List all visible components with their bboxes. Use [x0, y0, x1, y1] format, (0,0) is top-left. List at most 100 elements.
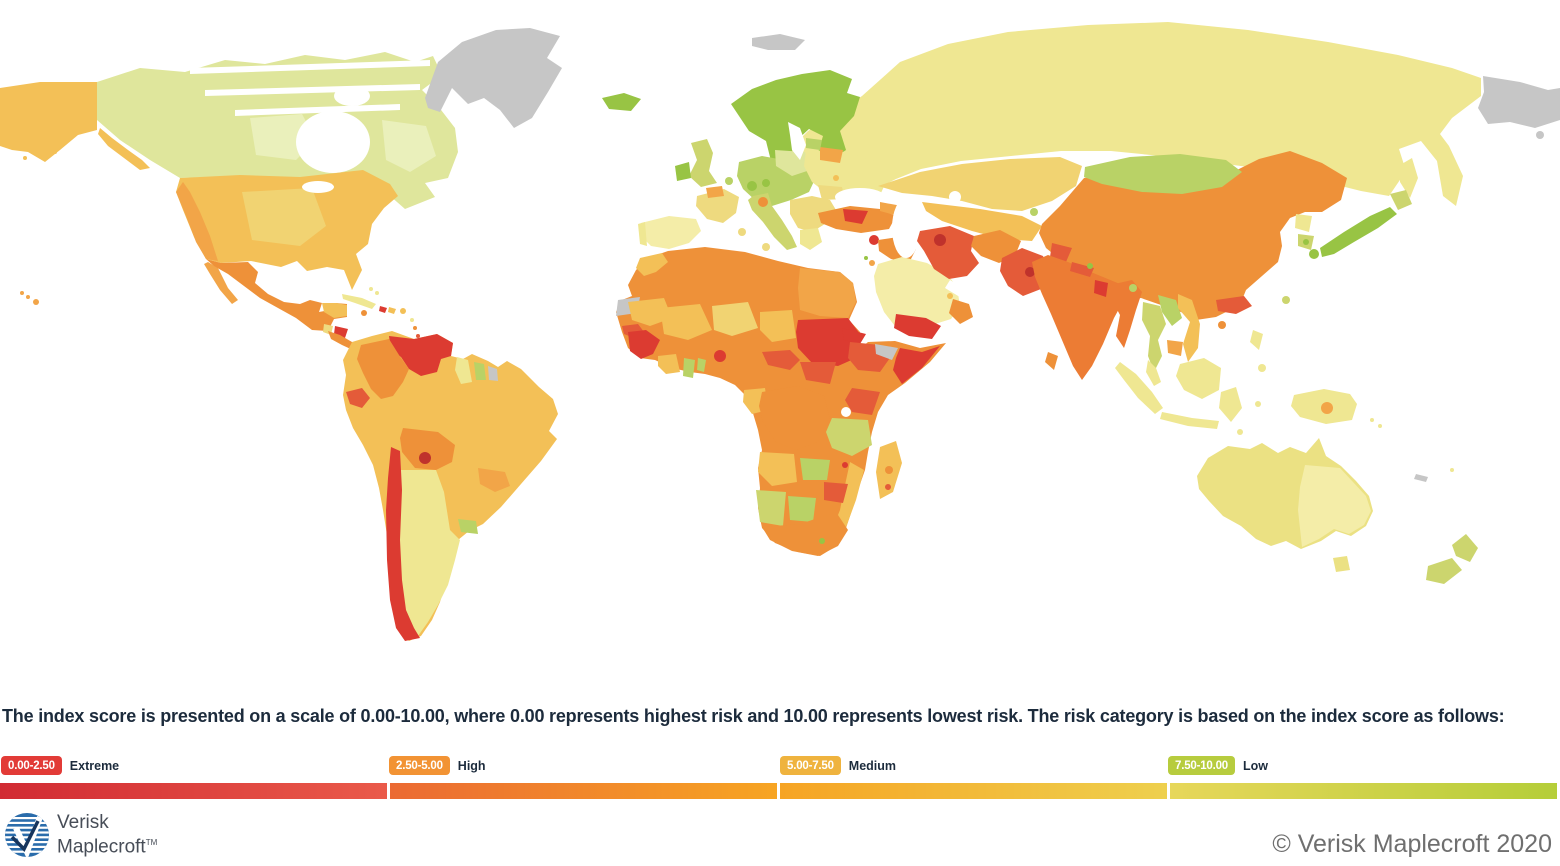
region-turkey-east: [843, 209, 868, 224]
region-angola: [758, 452, 797, 486]
region-bering-island-3: [1536, 131, 1544, 139]
region-solomon-1: [1370, 418, 1374, 422]
region-cuba: [342, 294, 376, 309]
region-botswana: [788, 496, 816, 522]
region-ecuador: [346, 388, 370, 408]
region-sri-lanka: [1045, 352, 1058, 370]
region-bangladesh: [1094, 280, 1108, 297]
region-arctic-channel-2: [205, 84, 420, 96]
region-sahel-amber: [660, 304, 712, 340]
logo-line2: MaplecroftTM: [57, 836, 158, 858]
region-mexico: [206, 259, 347, 331]
region-png-highlands: [1321, 402, 1333, 414]
region-nz-north-island: [1452, 534, 1478, 562]
region-zambia: [800, 458, 830, 480]
region-malawi: [842, 462, 848, 468]
region-somaliland: [875, 344, 898, 360]
region-benelux: [725, 177, 733, 185]
region-borneo: [1176, 358, 1221, 399]
gradient-segment-2: [390, 783, 777, 799]
region-australia-east: [1298, 465, 1371, 547]
region-yucatan: [322, 303, 347, 318]
index-scale-description: The index score is presented on a scale …: [2, 706, 1505, 726]
region-jamaica: [361, 310, 367, 316]
region-dominican-republic: [388, 307, 396, 314]
region-lesser-antilles-1: [410, 318, 414, 322]
region-sulawesi: [1219, 387, 1242, 422]
region-bhutan: [1087, 263, 1093, 269]
region-iberia: [639, 216, 701, 249]
region-sumatra: [1115, 362, 1163, 414]
region-laos: [1158, 295, 1182, 326]
region-iran: [917, 226, 979, 279]
verisk-globe-icon: [5, 813, 49, 857]
region-bering-island-1: [1542, 96, 1550, 104]
region-fiji: [1450, 468, 1454, 472]
legend-label-extreme: Extreme: [69, 758, 120, 773]
region-malay-peninsula: [1146, 360, 1161, 386]
region-tasmania: [1333, 556, 1350, 572]
region-hawaii-1: [20, 291, 24, 295]
legend-item-medium: 5.00-7.50 Medium: [780, 756, 896, 775]
legend-label-medium: Medium: [848, 758, 897, 773]
region-kyrgyzstan: [1030, 208, 1038, 216]
region-solomon-2: [1378, 424, 1382, 428]
region-greece: [800, 228, 822, 250]
region-scandinavia: [731, 70, 860, 173]
region-south-sudan: [800, 362, 836, 384]
region-quebec-light: [382, 120, 436, 172]
trademark-symbol: TM: [145, 837, 158, 847]
world-risk-map: [0, 22, 1560, 641]
region-pakistan-region: [1025, 267, 1035, 277]
gradient-segment-4: [1170, 783, 1557, 799]
region-italy: [748, 193, 797, 250]
region-bering-island-2: [1548, 112, 1556, 120]
region-paraguay: [478, 468, 510, 492]
region-chad-band: [760, 310, 796, 342]
region-arctic-channel-1: [190, 60, 430, 74]
region-baltic-sea: [788, 122, 806, 160]
region-sicily: [762, 243, 770, 251]
region-trinidad: [416, 334, 420, 338]
world-map: [0, 22, 1560, 641]
region-baja-california: [204, 262, 238, 304]
region-iran-capital: [934, 234, 946, 246]
legend-label-high: High: [457, 758, 486, 773]
region-namibia: [756, 490, 786, 526]
region-lesser-antilles-2: [413, 326, 417, 330]
region-aleutian-1: [53, 150, 57, 154]
region-guinea: [628, 330, 660, 359]
legend-item-extreme: 0.00-2.50 Extreme: [1, 756, 119, 775]
region-chukotka: [1478, 76, 1560, 128]
region-hawaii-3: [33, 299, 39, 305]
region-sakhalin: [1400, 158, 1418, 198]
risk-legend: 0.00-2.50 Extreme 2.50-5.00 High 5.00-7.50 Me…: [0, 756, 1560, 778]
region-benin-togo: [697, 358, 706, 372]
region-nepal: [1070, 262, 1094, 277]
region-bahamas-2: [375, 291, 379, 295]
region-java: [1160, 412, 1219, 429]
copyright-notice: © Verisk Maplecroft 2020: [1272, 830, 1552, 858]
legend-chip-low: 7.50-10.00: [1168, 756, 1235, 775]
region-greenland: [425, 28, 562, 128]
region-morocco-coast: [636, 253, 668, 276]
region-cambodia: [1167, 340, 1183, 356]
region-kyushu: [1309, 249, 1319, 259]
region-usa-central-light: [242, 188, 326, 246]
region-myanmar-north: [1129, 284, 1137, 292]
region-uae-qatar: [947, 293, 953, 299]
region-niger-band: [712, 302, 758, 336]
region-south-africa: [762, 512, 848, 556]
region-suriname: [474, 362, 486, 380]
footer: Verisk MaplecroftTM © Verisk Maplecroft …: [0, 806, 1560, 866]
region-ghana: [683, 358, 695, 378]
region-svalbard: [752, 34, 805, 50]
region-kashmir: [1050, 243, 1072, 262]
region-united-kingdom: [689, 139, 717, 187]
region-zimbabwe: [824, 482, 848, 503]
gradient-segment-1: [0, 783, 387, 799]
region-somalia: [893, 346, 940, 384]
region-puerto-rico: [400, 308, 406, 314]
region-venezuela: [389, 334, 453, 376]
region-new-caledonia: [1414, 474, 1428, 482]
